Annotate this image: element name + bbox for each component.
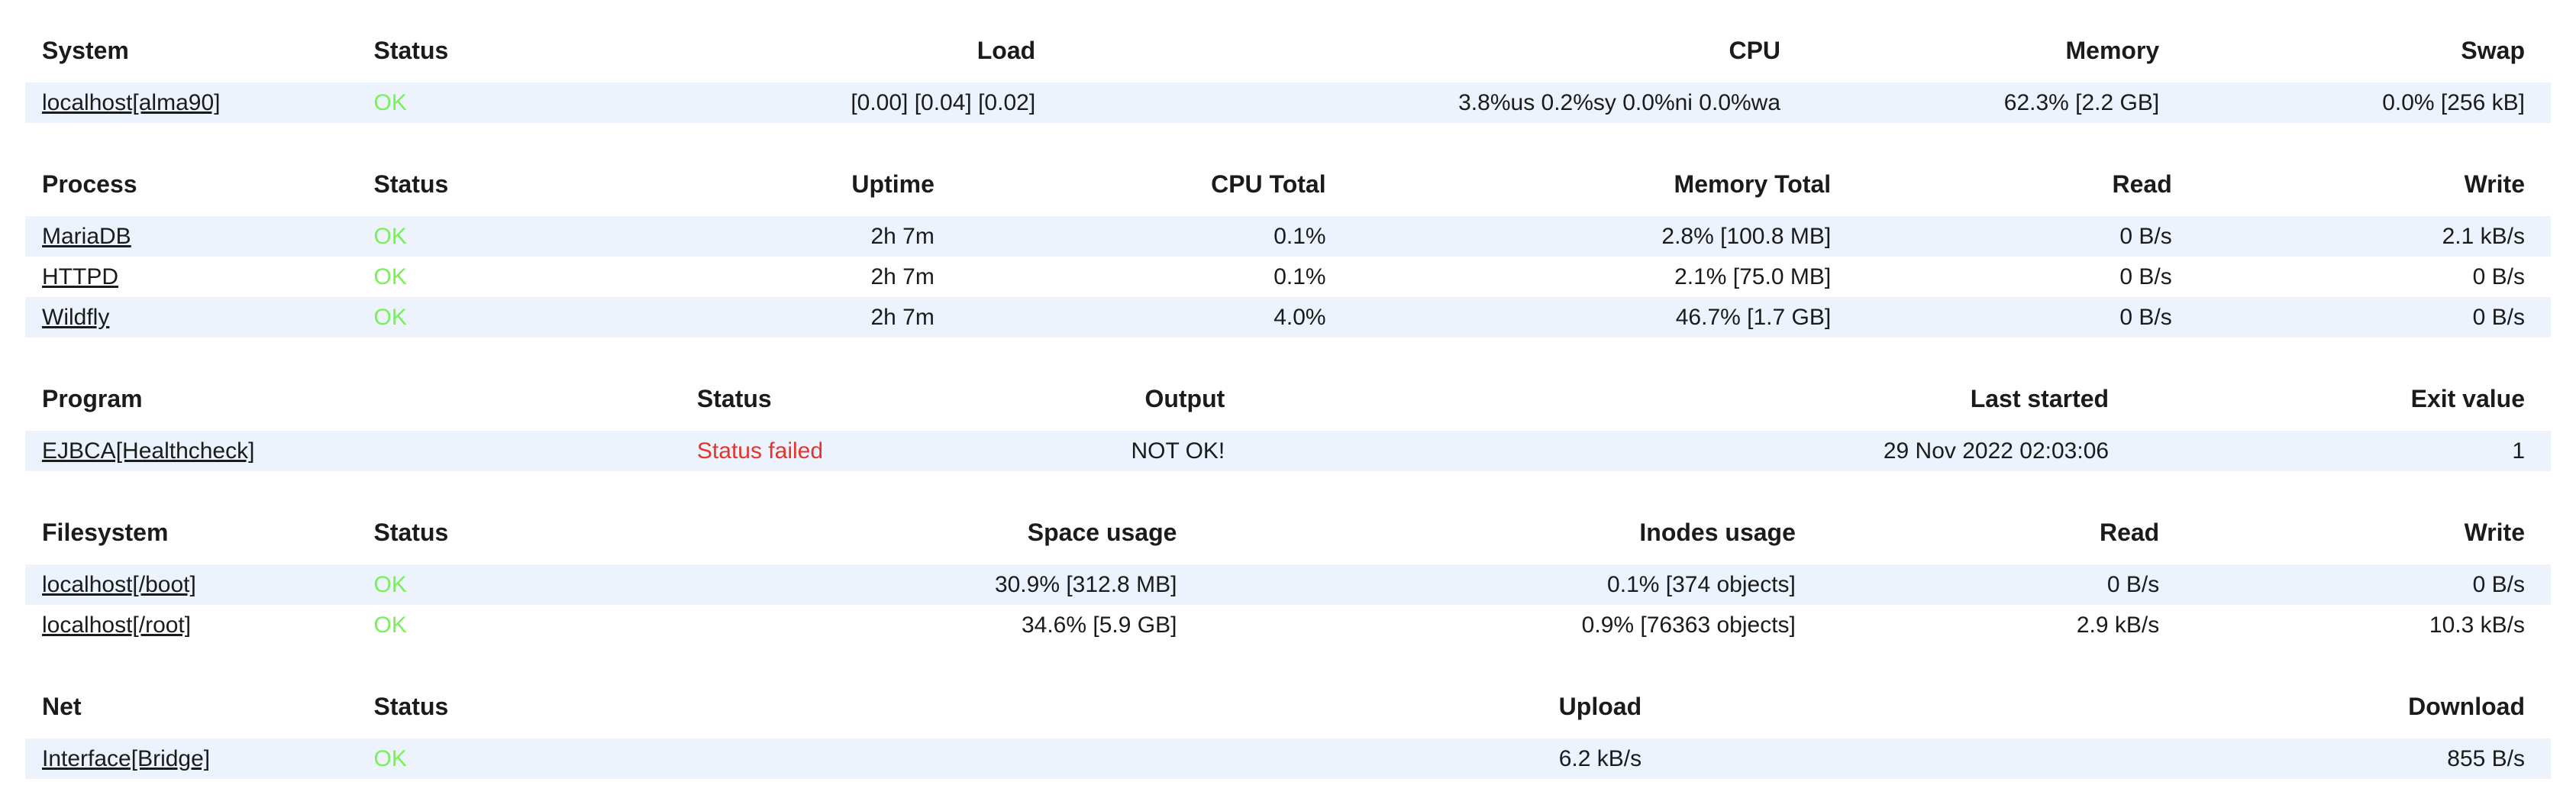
column-header-status: Status <box>373 519 449 546</box>
table-row: HTTPD OK 2h 7m 0.1% 2.1% [75.0 MB] 0 B/s… <box>25 257 2551 297</box>
column-header-last-started: Last started <box>1970 386 2110 412</box>
status-badge: OK <box>373 224 407 249</box>
program-table: Program Status Output Last started Exit … <box>25 386 2551 471</box>
memory-total-value: 2.1% [75.0 MB] <box>1674 264 1832 289</box>
status-badge: OK <box>373 572 407 597</box>
column-header-status: Status <box>373 171 449 198</box>
read-value: 0 B/s <box>2119 264 2172 289</box>
system-host-link[interactable]: localhost[alma90] <box>42 90 221 115</box>
column-header-uptime: Uptime <box>851 171 935 198</box>
table-row: MariaDB OK 2h 7m 0.1% 2.8% [100.8 MB] 0 … <box>25 216 2551 257</box>
memory-total-value: 46.7% [1.7 GB] <box>1325 297 1832 338</box>
status-badge: OK <box>373 305 407 330</box>
column-header-status: Status <box>696 386 772 412</box>
space-usage-value: 30.9% [312.8 MB] <box>631 564 1177 605</box>
column-header-read: Read <box>2099 519 2160 546</box>
table-row: localhost[/boot] OK 30.9% [312.8 MB] 0.1… <box>25 564 2551 605</box>
write-value: 0 B/s <box>2472 264 2525 289</box>
cpu-value: 3.8%us 0.2%sy 0.0%ni 0.0%wa <box>1035 82 1781 123</box>
write-value: 10.3 kB/s <box>2429 612 2525 638</box>
process-link-wildfly[interactable]: Wildfly <box>42 305 110 330</box>
inodes-usage-value: 0.1% [374 objects] <box>1177 564 1796 605</box>
upload-value: 6.2 kB/s <box>783 739 1642 779</box>
filesystem-link-boot[interactable]: localhost[/boot] <box>42 572 196 597</box>
column-header-download: Download <box>2408 693 2525 720</box>
column-header-status: Status <box>373 37 449 64</box>
read-value: 0 B/s <box>1795 564 2160 605</box>
status-badge: OK <box>373 746 407 771</box>
write-value: 0 B/s <box>2171 297 2551 338</box>
process-header-row: Process Status Uptime CPU Total Memory T… <box>25 171 2551 216</box>
memory-total-value: 2.8% [100.8 MB] <box>1325 216 1832 257</box>
uptime-value: 2h 7m <box>870 264 935 289</box>
status-badge: Status failed <box>696 438 824 464</box>
filesystem-header-row: Filesystem Status Space usage Inodes usa… <box>25 519 2551 564</box>
column-header-inodes-usage: Inodes usage <box>1639 519 1796 546</box>
system-table: System Status Load CPU Memory Swap local… <box>25 37 2551 123</box>
last-started-value: 29 Nov 2022 02:03:06 <box>1225 431 2110 471</box>
write-value: 0 B/s <box>2159 564 2551 605</box>
table-row: Interface[Bridge] OK 6.2 kB/s 855 B/s <box>25 739 2551 779</box>
column-header-read: Read <box>2112 171 2172 198</box>
table-row: localhost[alma90] OK [0.00] [0.04] [0.02… <box>25 82 2551 123</box>
net-table: Net Status Upload Download Interface[Bri… <box>25 693 2551 779</box>
column-header-write: Write <box>2464 519 2525 546</box>
download-value: 855 B/s <box>1641 739 2551 779</box>
exit-value: 1 <box>2109 431 2551 471</box>
status-badge: OK <box>373 264 407 289</box>
column-header-exit-value: Exit value <box>2410 386 2525 412</box>
status-badge: OK <box>373 90 407 115</box>
column-header-net: Net <box>42 693 82 720</box>
inodes-usage-value: 0.9% [76363 objects] <box>1581 612 1796 638</box>
uptime-value: 2h 7m <box>605 297 935 338</box>
process-link-httpd[interactable]: HTTPD <box>42 264 118 289</box>
column-header-program: Program <box>42 386 143 412</box>
net-link-interface-bridge[interactable]: Interface[Bridge] <box>42 746 211 771</box>
process-table: Process Status Uptime CPU Total Memory T… <box>25 171 2551 338</box>
column-header-swap: Swap <box>2461 37 2525 64</box>
read-value: 2.9 kB/s <box>2076 612 2160 638</box>
column-header-cpu: CPU <box>1729 37 1781 64</box>
cpu-total-value: 0.1% <box>1273 264 1326 289</box>
process-link-mariadb[interactable]: MariaDB <box>42 224 131 249</box>
column-header-filesystem: Filesystem <box>42 519 169 546</box>
column-header-system: System <box>42 37 129 64</box>
table-row: EJBCA[Healthcheck] Status failed NOT OK!… <box>25 431 2551 471</box>
space-usage-value: 34.6% [5.9 GB] <box>1021 612 1177 638</box>
table-row: Wildfly OK 2h 7m 4.0% 46.7% [1.7 GB] 0 B… <box>25 297 2551 338</box>
program-link-ejbca-healthcheck[interactable]: EJBCA[Healthcheck] <box>42 438 255 464</box>
uptime-value: 2h 7m <box>605 216 935 257</box>
filesystem-link-root[interactable]: localhost[/root] <box>42 612 192 638</box>
column-header-output: Output <box>1144 386 1225 412</box>
read-value: 0 B/s <box>1831 216 2172 257</box>
column-header-memory-total: Memory Total <box>1674 171 1832 198</box>
program-header-row: Program Status Output Last started Exit … <box>25 386 2551 431</box>
table-row: localhost[/root] OK 34.6% [5.9 GB] 0.9% … <box>25 605 2551 645</box>
system-header-row: System Status Load CPU Memory Swap <box>25 37 2551 82</box>
column-header-write: Write <box>2464 171 2525 198</box>
swap-value: 0.0% [256 kB] <box>2159 82 2551 123</box>
column-header-cpu-total: CPU Total <box>1211 171 1326 198</box>
column-header-space-usage: Space usage <box>1027 519 1177 546</box>
column-header-upload: Upload <box>1558 693 1642 720</box>
output-value: NOT OK! <box>985 431 1225 471</box>
column-header-load: Load <box>976 37 1036 64</box>
net-header-row: Net Status Upload Download <box>25 693 2551 739</box>
column-header-process: Process <box>42 171 137 198</box>
cpu-total-value: 0.1% <box>934 216 1326 257</box>
cpu-total-value: 4.0% <box>934 297 1326 338</box>
filesystem-table: Filesystem Status Space usage Inodes usa… <box>25 519 2551 645</box>
read-value: 0 B/s <box>1831 297 2172 338</box>
memory-value: 62.3% [2.2 GB] <box>1780 82 2160 123</box>
load-value: [0.00] [0.04] [0.02] <box>682 82 1036 123</box>
column-header-memory: Memory <box>2065 37 2160 64</box>
status-badge: OK <box>373 612 407 638</box>
column-header-status: Status <box>373 693 449 720</box>
write-value: 2.1 kB/s <box>2171 216 2551 257</box>
